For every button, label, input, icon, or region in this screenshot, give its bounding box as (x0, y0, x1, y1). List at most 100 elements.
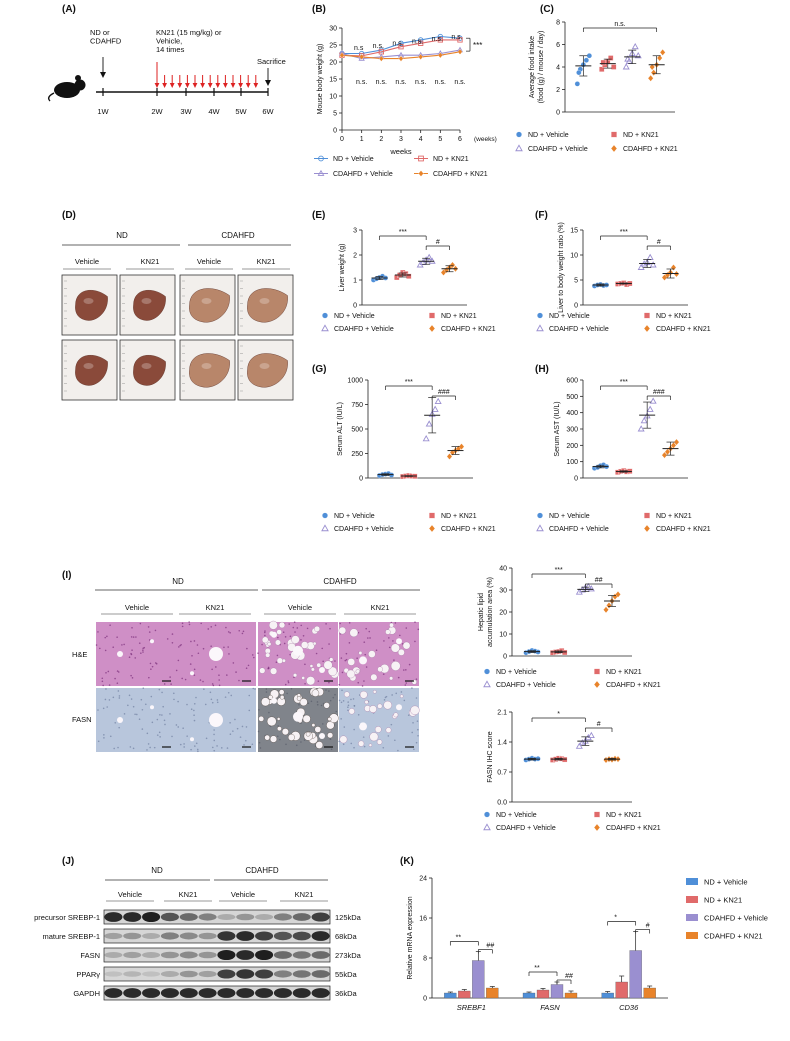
data-point (637, 425, 645, 432)
panel-label-g: (G) (312, 364, 327, 375)
nucleus (315, 652, 318, 655)
lipid-vacuole (264, 734, 270, 741)
legend-item: ND + KN21 (414, 155, 469, 163)
nucleus (117, 671, 120, 673)
nucleus (181, 622, 184, 625)
nucleus (390, 723, 393, 726)
data-point (437, 33, 443, 40)
protein-band (104, 971, 123, 977)
bar (615, 981, 628, 999)
nucleus (104, 636, 107, 639)
nucleus (232, 730, 234, 732)
nucleus (384, 696, 387, 699)
data-point (418, 37, 424, 43)
bar (550, 984, 564, 999)
protein-band (311, 951, 330, 959)
nucleus (146, 732, 149, 735)
legend-label: CDAHFD + Vehicle (334, 326, 394, 333)
nucleus (214, 624, 217, 627)
liver-shape (247, 288, 288, 323)
significance-label: # (597, 721, 601, 728)
nucleus (321, 723, 324, 725)
data-point (603, 606, 609, 614)
nucleus (211, 746, 214, 749)
category-group: SREBF1 ** ## (444, 935, 499, 1012)
legend: ND + Vehicle ND + KN21 CDAHFD + Vehicle CDA… (314, 155, 488, 178)
he-stain-image (95, 622, 176, 687)
data-point (611, 64, 617, 70)
nucleus (335, 710, 338, 713)
group-2 (575, 731, 595, 749)
nucleus (142, 651, 144, 653)
panel-i-histology: ND CDAHFD Vehicle KN21 Vehicle KN21 H&E FASN (72, 577, 420, 753)
nucleus (258, 708, 260, 711)
liver-highlight (83, 363, 94, 369)
legend-marker (321, 324, 329, 332)
nucleus (276, 654, 279, 657)
y-tick-label: 600 (566, 378, 578, 385)
lipid-vacuole (364, 700, 369, 705)
lipid-vacuole (269, 735, 278, 743)
lipid-vacuole (377, 666, 383, 673)
y-tick-label: 500 (351, 427, 363, 434)
legend-item: CDAHFD + KN21 (686, 932, 763, 941)
y-tick-label: 300 (566, 427, 578, 434)
nucleus (112, 646, 115, 648)
nucleus (218, 674, 220, 676)
nucleus (365, 666, 368, 668)
nucleus (316, 703, 319, 706)
nucleus (170, 683, 172, 685)
protein-band (142, 952, 161, 958)
data-point (437, 37, 443, 43)
nucleus (144, 703, 147, 706)
nucleus (166, 638, 169, 640)
protein-band (311, 931, 330, 941)
group-0 (370, 273, 389, 283)
nucleus (97, 631, 99, 633)
protein-band (160, 951, 179, 959)
nucleus (161, 691, 163, 694)
nucleus (242, 630, 245, 633)
legend-item: ND + Vehicle (322, 512, 375, 520)
legend-item: ND + KN21 (644, 312, 692, 320)
data-point (574, 81, 580, 87)
legend: ND + Vehicle ND + KN21 CDAHFD + Vehicle CDA… (483, 811, 661, 832)
lipid-vacuole (275, 639, 281, 646)
nucleus (229, 631, 231, 634)
protein-band (123, 951, 142, 959)
nucleus (196, 748, 199, 751)
nucleus (394, 739, 396, 742)
nucleus (394, 622, 397, 624)
lipid-vacuole (338, 626, 347, 635)
legend-marker (484, 668, 490, 675)
nucleus (151, 721, 154, 724)
nucleus (339, 622, 341, 625)
nucleus (288, 623, 291, 625)
injection-arrowhead (177, 83, 183, 88)
lipid-vacuole (314, 726, 322, 733)
y-tick-label: 0 (333, 128, 337, 135)
liver-photo (61, 274, 118, 336)
nucleus (118, 695, 121, 697)
mouse-ear (75, 75, 81, 81)
nucleus (268, 711, 270, 714)
y-axis-label: FASN IHC score (487, 731, 494, 782)
lipid-vacuole (266, 716, 277, 727)
y-tick-label: 0 (423, 996, 427, 1003)
blot-strip (103, 966, 331, 982)
nucleus (411, 731, 414, 734)
nucleus (382, 673, 385, 675)
y-tick-label: 200 (566, 443, 578, 450)
liver-photo (61, 339, 118, 401)
protein-band (236, 988, 255, 998)
injection-arrowhead (245, 83, 251, 88)
lipid-vacuole (309, 664, 314, 668)
data-point (640, 417, 648, 424)
lipid-vacuole (385, 629, 391, 635)
he-stain-image (175, 621, 256, 687)
nucleus (292, 626, 295, 629)
nucleus (265, 688, 268, 690)
lipid-vacuole (376, 739, 383, 745)
x-tick-label: 4 (419, 136, 423, 143)
nucleus (353, 746, 355, 749)
